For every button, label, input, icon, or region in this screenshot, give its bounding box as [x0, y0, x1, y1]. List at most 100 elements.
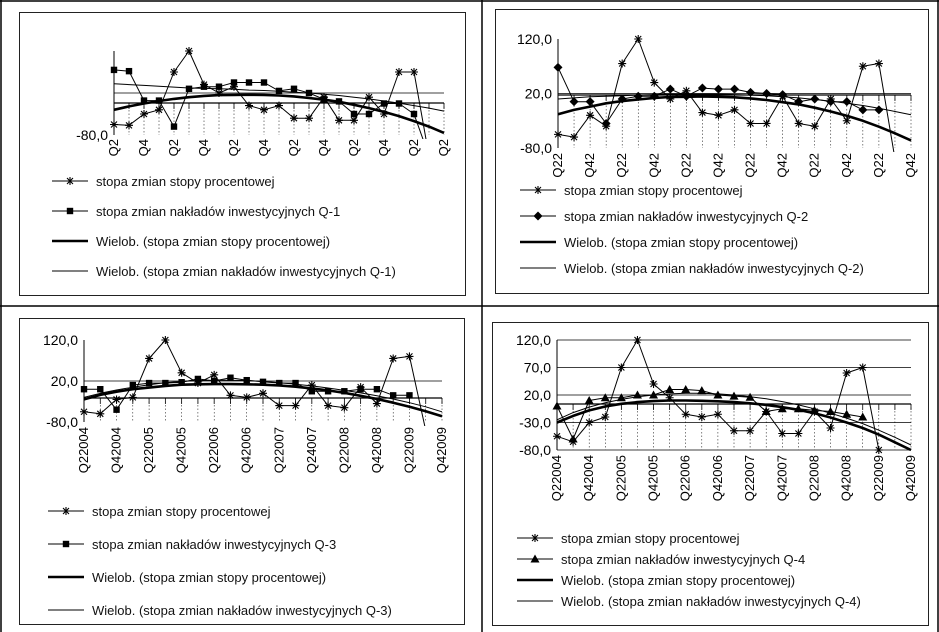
data-point-stopa-zmian-nak-ad-w-inwestycyjnych-q-4 [697, 386, 707, 395]
data-point-stopa-zmian-stopy-procentowej [778, 429, 787, 438]
y-tick-label: -80,0 [46, 414, 78, 430]
legend-marker [66, 207, 74, 215]
legend-entry: stopa zmian nakładów inwestycyjnych Q-4 [515, 549, 805, 569]
legend-entry: Wielob. (stopa zmian nakładów inwestycyj… [518, 258, 864, 278]
data-point-stopa-zmian-stopy-procentowej [245, 101, 253, 110]
legend-entry: stopa zmian nakładów inwestycyjnych Q-1 [50, 201, 340, 221]
data-point-stopa-zmian-stopy-procentowej [335, 116, 343, 125]
data-point-stopa-zmian-stopy-procentowej [698, 108, 707, 117]
data-point-stopa-zmian-stopy-procentowej [633, 336, 642, 344]
data-point-stopa-zmian-stopy-procentowej [713, 410, 722, 419]
chart-svg: -80,0Q2 Q4 Q2 Q4 Q2 Q4 Q2 Q4 Q2 Q4 Q2 Q2 [76, 47, 451, 156]
data-point-stopa-zmian-stopy-procentowej [746, 426, 755, 435]
data-point-stopa-zmian-nak-ad-w-inwestycyjnych-q-1 [350, 110, 358, 118]
data-point-stopa-zmian-nak-ad-w-inwestycyjnych-q-2 [569, 97, 579, 107]
data-point-stopa-zmian-nak-ad-w-inwestycyjnych-q-2 [858, 105, 868, 115]
data-point-stopa-zmian-stopy-procentowej [242, 393, 251, 402]
x-tick-label: Q22006 [206, 427, 221, 473]
data-point-stopa-zmian-nak-ad-w-inwestycyjnych-q-2 [697, 83, 707, 93]
legend-swatch [48, 609, 84, 611]
data-point-stopa-zmian-nak-ad-w-inwestycyjnych-q-2 [874, 105, 884, 115]
data-point-stopa-zmian-nak-ad-w-inwestycyjnych-q-3 [194, 375, 202, 383]
data-point-stopa-zmian-stopy-procentowej [422, 426, 430, 434]
data-point-stopa-zmian-nak-ad-w-inwestycyjnych-q-1 [110, 66, 118, 74]
data-point-stopa-zmian-stopy-procentowej [650, 78, 659, 87]
x-tick-label: Q22007 [742, 455, 757, 501]
legend-label: stopa zmian stopy procentowej [92, 503, 271, 519]
x-tick-label: Q22007 [271, 427, 286, 473]
data-point-stopa-zmian-stopy-procentowej [570, 133, 579, 142]
x-tick-label: Q42 [775, 153, 790, 178]
data-point-stopa-zmian-nak-ad-w-inwestycyjnych-q-4 [665, 385, 675, 393]
data-point-stopa-zmian-stopy-procentowej [617, 363, 626, 372]
x-tick-label: Q22008 [336, 427, 351, 473]
data-point-stopa-zmian-nak-ad-w-inwestycyjnych-q-1 [200, 83, 208, 90]
data-point-stopa-zmian-nak-ad-w-inwestycyjnych-q-3 [357, 386, 364, 393]
x-tick-label: Q2 [286, 139, 301, 156]
data-point-stopa-zmian-stopy-procentowej [259, 389, 267, 398]
x-tick-label: Q22008 [806, 455, 821, 501]
legend-entry: stopa zmian stopy procentowej [518, 180, 742, 200]
data-point-stopa-zmian-nak-ad-w-inwestycyjnych-q-3 [292, 379, 299, 387]
chart-panel-top-left: -80,0 Q2 Q4 Q2 Q4 Q2 Q4 Q2 Q4 Q2 Q4 Q2 Q2 stopa zmian… [19, 12, 466, 296]
legend-label: stopa zmian stopy procentowej [96, 173, 275, 189]
data-point-stopa-zmian-nak-ad-w-inwestycyjnych-q-2 [762, 89, 772, 98]
x-tick-label: Q22005 [141, 427, 156, 473]
data-point-stopa-zmian-stopy-procentowej [80, 407, 88, 416]
x-tick-label: Q42004 [581, 455, 596, 501]
x-tick-label: Q42 [582, 153, 597, 178]
legend-entry: Wielob. (stopa zmian nakładów inwestycyj… [50, 261, 396, 281]
data-point-stopa-zmian-stopy-procentowej [858, 363, 867, 372]
series-line-stopa-zmian-stopy-procentowej [83, 339, 426, 426]
y-tick-label: -80,0 [76, 127, 108, 143]
data-point-stopa-zmian-nak-ad-w-inwestycyjnych-q-2 [826, 97, 836, 107]
x-tick-label: Q4 [256, 139, 271, 156]
legend-label: Wielob. (stopa zmian nakładów inwestycyj… [96, 263, 396, 279]
series-line-wielob-stopa-zmian-nak-ad-w-inwestycyjnych-q-4 [556, 392, 912, 446]
data-point-stopa-zmian-nak-ad-w-inwestycyjnych-q-1 [290, 85, 298, 92]
x-tick-label: Q42 [646, 153, 661, 178]
data-point-stopa-zmian-stopy-procentowej [210, 370, 219, 379]
x-tick-label: Q42007 [774, 455, 789, 501]
legend-label: stopa zmian nakładów inwestycyjnych Q-3 [92, 536, 337, 552]
legend-label: Wielob. (stopa zmian stopy procentowej) [96, 233, 331, 249]
legend-swatch [517, 554, 553, 563]
y-tick-label: -80,0 [520, 140, 552, 156]
data-point-stopa-zmian-stopy-procentowej [275, 401, 284, 410]
plot-area [80, 336, 443, 434]
data-point-stopa-zmian-nak-ad-w-inwestycyjnych-q-1 [380, 100, 388, 107]
data-point-stopa-zmian-stopy-procentowej [290, 114, 298, 123]
series-line-wielob-stopa-zmian-stopy-procentowej [557, 95, 912, 142]
data-point-stopa-zmian-stopy-procentowej [170, 68, 178, 76]
data-point-stopa-zmian-stopy-procentowej [260, 105, 268, 114]
legend-swatch [520, 240, 556, 244]
legend-marker [531, 534, 539, 542]
series-line-wielob-stopa-zmian-nak-ad-w-inwestycyjnych-q-3 [83, 379, 443, 413]
data-point-stopa-zmian-stopy-procentowej [125, 121, 133, 130]
x-tick-label: Q2 [346, 139, 361, 156]
data-point-stopa-zmian-stopy-procentowej [874, 59, 883, 68]
legend-marker [533, 211, 543, 221]
x-tick-label: Q42006 [710, 455, 725, 501]
data-point-stopa-zmian-stopy-procentowej [291, 401, 300, 410]
data-point-stopa-zmian-stopy-procentowej [762, 119, 771, 128]
legend-swatch [52, 207, 88, 215]
legend-swatch [520, 267, 556, 269]
data-point-stopa-zmian-stopy-procentowej [553, 432, 561, 441]
data-point-stopa-zmian-stopy-procentowej [324, 401, 333, 410]
data-point-stopa-zmian-nak-ad-w-inwestycyjnych-q-1 [215, 83, 223, 90]
y-tick-label: 20,0 [524, 387, 551, 403]
y-tick-label: 120,0 [516, 332, 551, 348]
data-point-stopa-zmian-nak-ad-w-inwestycyjnych-q-1 [170, 123, 178, 130]
legend-swatch [52, 177, 88, 185]
data-point-stopa-zmian-nak-ad-w-inwestycyjnych-q-3 [178, 379, 185, 386]
data-point-stopa-zmian-stopy-procentowej [634, 35, 643, 43]
data-point-stopa-zmian-stopy-procentowej [140, 110, 148, 118]
data-point-stopa-zmian-nak-ad-w-inwestycyjnych-q-1 [185, 85, 193, 92]
data-point-stopa-zmian-stopy-procentowej [185, 47, 193, 55]
x-tick-label: Q2 [226, 139, 241, 156]
y-tick-label: -80,0 [519, 442, 551, 458]
data-point-stopa-zmian-stopy-procentowej [230, 82, 238, 91]
